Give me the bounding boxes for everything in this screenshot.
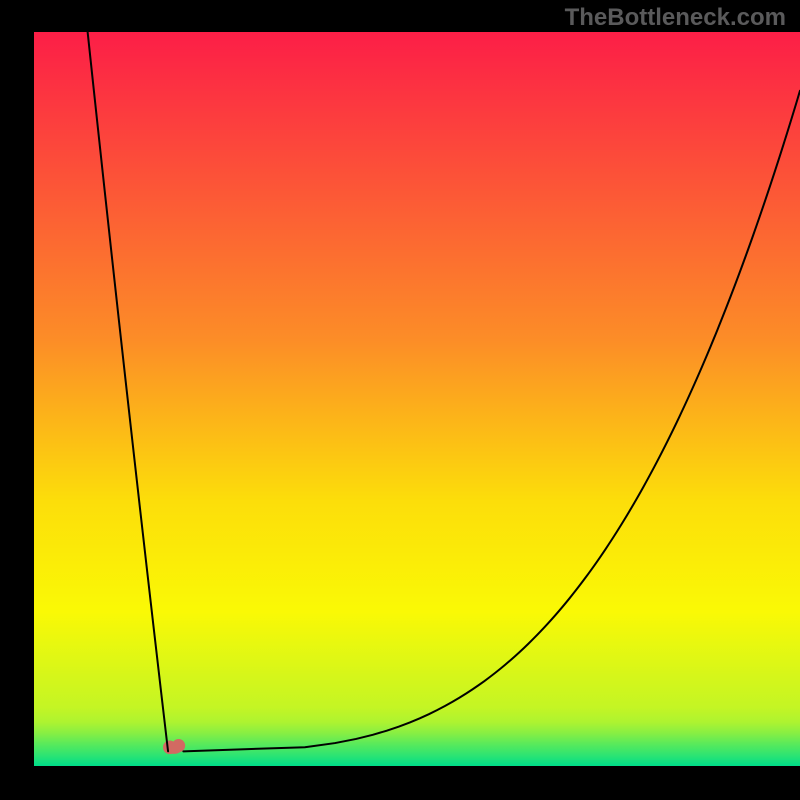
watermark-text: TheBottleneck.com [565, 4, 786, 32]
right-branch-curve [183, 91, 800, 752]
plot-area [34, 32, 800, 766]
chart-container: TheBottleneck.com [0, 0, 800, 800]
left-branch-line [88, 32, 168, 751]
curve-overlay [34, 32, 800, 766]
